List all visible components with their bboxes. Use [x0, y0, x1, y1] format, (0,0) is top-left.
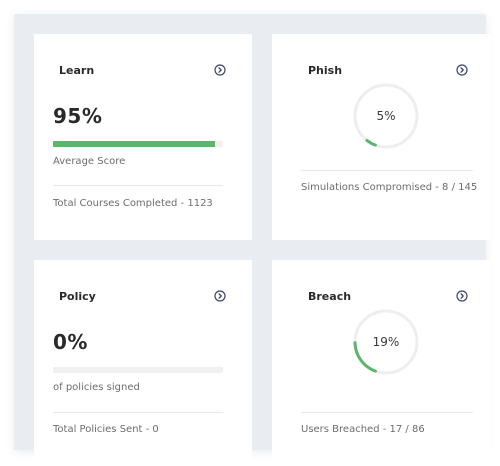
breach-card-title: Breach: [308, 290, 352, 303]
arrow-circle-right-icon[interactable]: [456, 290, 468, 302]
arrow-circle-right-icon[interactable]: [214, 64, 226, 76]
policy-card: Policy 0% of policies signed Total Polic…: [34, 260, 252, 466]
breach-divider: [301, 412, 473, 413]
learn-card: Learn 95% Average Score Total Courses Co…: [34, 34, 252, 240]
learn-divider: [53, 185, 223, 186]
policy-progress-bar: [53, 367, 223, 373]
learn-footer-text: Total Courses Completed - 1123: [53, 198, 213, 209]
policy-signed-value: 0%: [53, 330, 88, 354]
phish-divider: [301, 170, 473, 171]
policy-card-title: Policy: [59, 290, 96, 303]
phish-progress-ring: 5%: [351, 81, 421, 151]
phish-footer-text: Simulations Compromised - 8 / 145: [301, 182, 478, 193]
phish-card-title: Phish: [308, 64, 343, 77]
policy-footer-text: Total Policies Sent - 0: [53, 424, 159, 435]
dashboard-panel: Learn 95% Average Score Total Courses Co…: [14, 14, 490, 466]
learn-sub-label: Average Score: [53, 156, 126, 167]
breach-ring-value: 19%: [372, 335, 400, 349]
breach-progress-ring: 19%: [351, 307, 421, 377]
learn-progress-bar: [53, 141, 223, 147]
learn-progress-fill: [53, 141, 215, 147]
arrow-circle-right-icon[interactable]: [214, 290, 226, 302]
arrow-circle-right-icon[interactable]: [456, 64, 468, 76]
phish-card: Phish 5% Simulations Compromised - 8 / 1…: [272, 34, 490, 240]
breach-card: Breach 19% Users Breached - 17 / 86: [272, 260, 490, 466]
breach-footer-text: Users Breached - 17 / 86: [301, 424, 425, 435]
policy-divider: [53, 412, 223, 413]
learn-average-score-value: 95%: [53, 104, 103, 128]
phish-ring-value: 5%: [376, 109, 396, 123]
phish-ring-arc: [353, 83, 419, 149]
learn-card-title: Learn: [59, 64, 95, 77]
policy-sub-label: of policies signed: [53, 382, 140, 393]
breach-ring-arc: [353, 309, 419, 375]
